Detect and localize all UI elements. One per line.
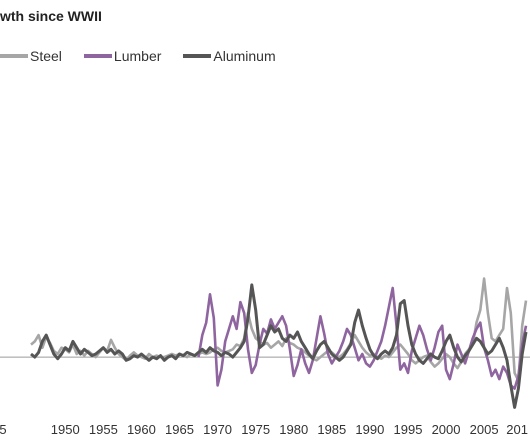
legend-item-aluminum: Aluminum: [183, 48, 276, 64]
legend-item-lumber: Lumber: [83, 48, 162, 64]
series-line-aluminum: [30, 283, 528, 409]
chart-title: wth since WWII: [0, 8, 102, 24]
x-tick-label: 1960: [127, 422, 156, 437]
x-tick-label: 201: [506, 422, 528, 437]
legend-item-steel: Steel: [0, 48, 62, 64]
x-tick-label: 1995: [394, 422, 423, 437]
legend: Steel Lumber Aluminum: [0, 48, 298, 64]
x-tick-label: 1985: [317, 422, 346, 437]
x-tick-label: 2005: [470, 422, 499, 437]
series-line-lumber: [197, 286, 528, 390]
x-tick-label: 1980: [279, 422, 308, 437]
x-tick-label: 1965: [165, 422, 194, 437]
legend-label-aluminum: Aluminum: [213, 48, 276, 64]
legend-label-steel: Steel: [30, 48, 62, 64]
legend-swatch-aluminum: [183, 54, 212, 58]
legend-swatch-lumber: [83, 54, 112, 58]
x-tick-label: 1975: [241, 422, 270, 437]
legend-label-lumber: Lumber: [113, 48, 162, 64]
x-tick-label: 1955: [89, 422, 118, 437]
x-tick-label: 5: [0, 422, 7, 437]
x-tick-label: 1950: [51, 422, 80, 437]
x-tick-label: 1970: [203, 422, 232, 437]
x-tick-label: 1990: [355, 422, 384, 437]
x-tick-label: 2000: [432, 422, 461, 437]
series-line-steel: [30, 277, 528, 383]
legend-swatch-steel: [0, 54, 28, 58]
